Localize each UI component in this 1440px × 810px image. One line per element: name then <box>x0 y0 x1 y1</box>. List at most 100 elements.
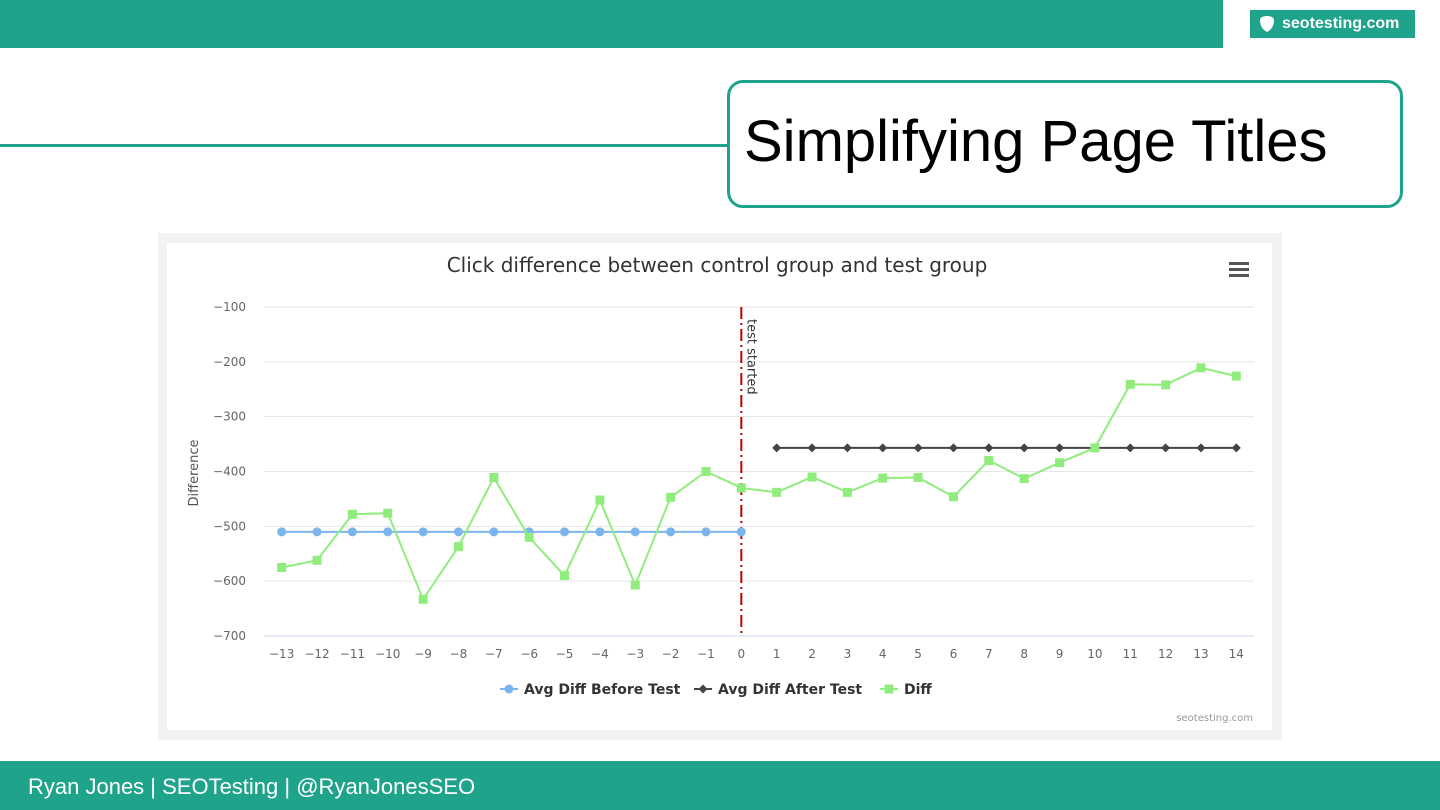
legend-item[interactable]: Diff <box>880 682 932 698</box>
data-point <box>701 467 710 476</box>
chart-title: Click difference between control group a… <box>447 253 988 277</box>
data-point <box>1126 443 1135 452</box>
x-tick-label: 7 <box>985 647 993 661</box>
page-title: Simplifying Page Titles <box>744 113 1327 171</box>
data-point <box>419 595 428 604</box>
brand-text: seotesting.com <box>1282 15 1399 33</box>
y-axis-label: Difference <box>187 439 202 506</box>
data-point <box>1020 474 1029 483</box>
data-point <box>914 443 923 452</box>
x-tick-label: −11 <box>340 647 365 661</box>
data-point <box>1161 380 1170 389</box>
annotation-label: test started <box>743 319 758 395</box>
data-point <box>489 473 498 482</box>
data-point <box>808 472 817 481</box>
data-point <box>1232 443 1241 452</box>
data-point <box>277 563 286 572</box>
data-point <box>843 488 852 497</box>
footer-bar: Ryan Jones | SEOTesting | @RyanJonesSEO <box>0 761 1440 810</box>
x-tick-label: 1 <box>773 647 781 661</box>
data-point <box>737 527 746 536</box>
data-point <box>383 509 392 518</box>
title-divider-line <box>0 144 730 147</box>
data-point <box>949 492 958 501</box>
x-tick-label: 4 <box>879 647 887 661</box>
data-point <box>843 443 852 452</box>
data-point <box>595 496 604 505</box>
data-point <box>560 571 569 580</box>
x-tick-label: −9 <box>414 647 432 661</box>
hamburger-menu-icon[interactable] <box>1229 262 1249 277</box>
legend-item[interactable]: Avg Diff After Test <box>694 682 862 698</box>
data-point <box>631 527 640 536</box>
data-point <box>1055 458 1064 467</box>
data-point <box>419 527 428 536</box>
data-point <box>808 443 817 452</box>
x-tick-label: 12 <box>1158 647 1173 661</box>
data-point <box>737 483 746 492</box>
series-avg-diff-after-test <box>772 443 1241 452</box>
data-point <box>1232 372 1241 381</box>
data-point <box>878 474 887 483</box>
x-tick-label: 11 <box>1123 647 1138 661</box>
data-point <box>666 493 675 502</box>
data-point <box>885 685 894 694</box>
x-tick-label: 13 <box>1193 647 1208 661</box>
series-line <box>282 368 1237 599</box>
chart-credit: seotesting.com <box>1176 713 1253 724</box>
x-tick-label: −7 <box>485 647 503 661</box>
data-point <box>313 527 322 536</box>
data-point <box>1055 443 1064 452</box>
x-tick-label: 6 <box>950 647 958 661</box>
shield-icon <box>1258 15 1276 33</box>
x-tick-label: −4 <box>591 647 609 661</box>
title-box: Simplifying Page Titles <box>727 80 1403 208</box>
x-tick-label: 0 <box>738 647 746 661</box>
data-point <box>984 456 993 465</box>
legend-item[interactable]: Avg Diff Before Test <box>500 682 681 698</box>
series-avg-diff-before-test <box>277 527 746 536</box>
x-tick-label: −5 <box>556 647 574 661</box>
y-tick-label: −700 <box>213 629 246 643</box>
data-point <box>454 542 463 551</box>
data-point <box>772 488 781 497</box>
data-point <box>454 527 463 536</box>
data-point <box>1196 363 1205 372</box>
data-point <box>631 581 640 590</box>
data-point <box>878 443 887 452</box>
y-tick-label: −500 <box>213 519 246 533</box>
data-point <box>1020 443 1029 452</box>
data-point <box>1161 443 1170 452</box>
data-point <box>914 473 923 482</box>
x-tick-label: 2 <box>808 647 816 661</box>
chart-container: Click difference between control group a… <box>167 243 1272 730</box>
y-tick-label: −600 <box>213 574 246 588</box>
data-point <box>1090 443 1099 452</box>
brand-logo: seotesting.com <box>1250 10 1415 38</box>
series-diff <box>277 363 1241 603</box>
data-point <box>949 443 958 452</box>
x-tick-label: 9 <box>1056 647 1064 661</box>
x-tick-label: −8 <box>450 647 468 661</box>
x-tick-label: −10 <box>375 647 400 661</box>
top-accent-bar <box>0 0 1223 48</box>
data-point <box>313 556 322 565</box>
data-point <box>348 510 357 519</box>
data-point <box>505 685 514 694</box>
x-tick-label: 14 <box>1229 647 1244 661</box>
x-tick-label: 10 <box>1087 647 1102 661</box>
x-tick-label: −2 <box>662 647 680 661</box>
x-tick-label: 8 <box>1020 647 1028 661</box>
data-point <box>489 527 498 536</box>
x-tick-label: −6 <box>520 647 538 661</box>
data-point <box>595 527 604 536</box>
chart-frame: Click difference between control group a… <box>158 233 1282 740</box>
line-chart: Click difference between control group a… <box>167 243 1272 730</box>
x-tick-label: 5 <box>914 647 922 661</box>
y-tick-label: −300 <box>213 410 246 424</box>
x-tick-label: −1 <box>697 647 715 661</box>
x-tick-label: 3 <box>844 647 852 661</box>
data-point <box>348 527 357 536</box>
x-tick-label: −3 <box>626 647 644 661</box>
data-point <box>699 685 708 694</box>
